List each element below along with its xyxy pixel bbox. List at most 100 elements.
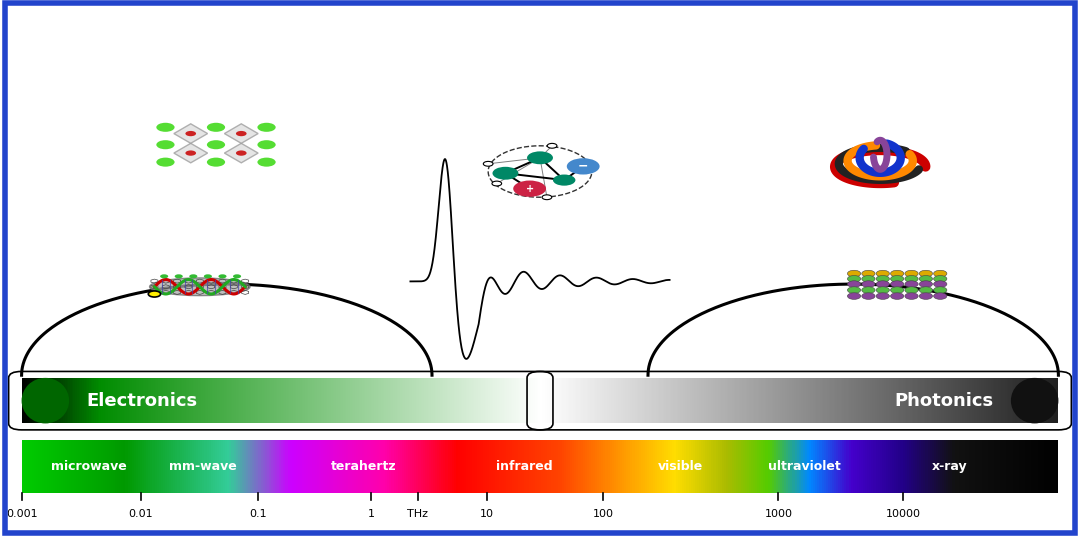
Bar	[552, 378, 554, 423]
Bar	[330, 378, 333, 423]
Bar	[611, 440, 613, 493]
Bar	[836, 440, 838, 493]
Bar	[1048, 378, 1050, 423]
Circle shape	[919, 276, 932, 282]
Bar	[930, 440, 932, 493]
Bar	[505, 440, 508, 493]
Bar	[851, 440, 853, 493]
Bar	[324, 378, 326, 423]
Bar	[302, 440, 305, 493]
Bar	[624, 378, 626, 423]
Bar	[568, 440, 570, 493]
Bar	[770, 378, 771, 423]
Bar	[30, 378, 32, 423]
Text: 1: 1	[367, 509, 375, 519]
Bar	[145, 378, 146, 423]
Bar	[367, 378, 369, 423]
Bar	[667, 440, 670, 493]
Bar	[36, 378, 37, 423]
Bar	[134, 440, 136, 493]
Bar	[701, 440, 703, 493]
Bar	[281, 378, 283, 423]
Circle shape	[862, 270, 875, 277]
Bar	[597, 440, 599, 493]
Bar	[969, 378, 970, 423]
Bar	[994, 440, 996, 493]
Bar	[184, 440, 186, 493]
Bar	[640, 378, 642, 423]
Bar	[656, 378, 658, 423]
Bar	[94, 378, 96, 423]
Bar	[840, 440, 842, 493]
Bar	[877, 378, 879, 423]
Bar	[312, 378, 313, 423]
Bar	[779, 378, 780, 423]
Bar	[981, 378, 983, 423]
Bar	[433, 440, 435, 493]
Bar	[355, 378, 356, 423]
Bar	[366, 440, 368, 493]
Bar	[780, 440, 782, 493]
Bar	[65, 378, 67, 423]
Bar	[599, 440, 602, 493]
Bar	[529, 378, 531, 423]
Bar	[518, 440, 521, 493]
Bar	[645, 440, 647, 493]
Bar	[38, 440, 40, 493]
Bar	[1013, 378, 1015, 423]
Bar	[676, 378, 678, 423]
Bar	[521, 378, 523, 423]
Bar	[201, 378, 203, 423]
Bar	[787, 378, 788, 423]
Bar	[48, 378, 50, 423]
Bar	[255, 378, 257, 423]
Bar	[85, 378, 87, 423]
Bar	[984, 378, 986, 423]
Bar	[784, 378, 785, 423]
Bar	[422, 378, 424, 423]
Bar	[445, 440, 447, 493]
Bar	[638, 378, 640, 423]
Bar	[530, 440, 532, 493]
Bar	[202, 440, 204, 493]
Bar	[867, 440, 869, 493]
Bar	[232, 378, 234, 423]
Bar	[180, 378, 183, 423]
Bar	[472, 440, 474, 493]
Bar	[827, 440, 829, 493]
Bar	[451, 440, 454, 493]
Bar	[364, 440, 366, 493]
Bar	[744, 378, 745, 423]
Bar	[946, 440, 948, 493]
Polygon shape	[174, 143, 207, 163]
Bar	[721, 378, 724, 423]
Bar	[768, 378, 770, 423]
Bar	[258, 440, 260, 493]
Bar	[312, 440, 314, 493]
Bar	[583, 378, 585, 423]
Bar	[487, 440, 489, 493]
Bar	[571, 378, 572, 423]
Bar	[1056, 378, 1058, 423]
Bar	[1043, 378, 1044, 423]
Bar	[982, 440, 984, 493]
Bar	[705, 440, 707, 493]
Bar	[555, 440, 557, 493]
Bar	[238, 440, 240, 493]
Text: +: +	[526, 184, 534, 193]
Bar	[269, 378, 270, 423]
Bar	[197, 378, 198, 423]
Circle shape	[876, 287, 890, 293]
Bar	[834, 378, 836, 423]
Circle shape	[933, 293, 947, 300]
Circle shape	[553, 175, 576, 185]
Bar	[150, 440, 152, 493]
Bar	[959, 440, 961, 493]
Bar	[727, 378, 728, 423]
Bar	[602, 440, 604, 493]
Bar	[761, 440, 764, 493]
Bar	[393, 440, 395, 493]
Bar	[24, 378, 25, 423]
Bar	[856, 440, 859, 493]
Bar	[777, 378, 779, 423]
